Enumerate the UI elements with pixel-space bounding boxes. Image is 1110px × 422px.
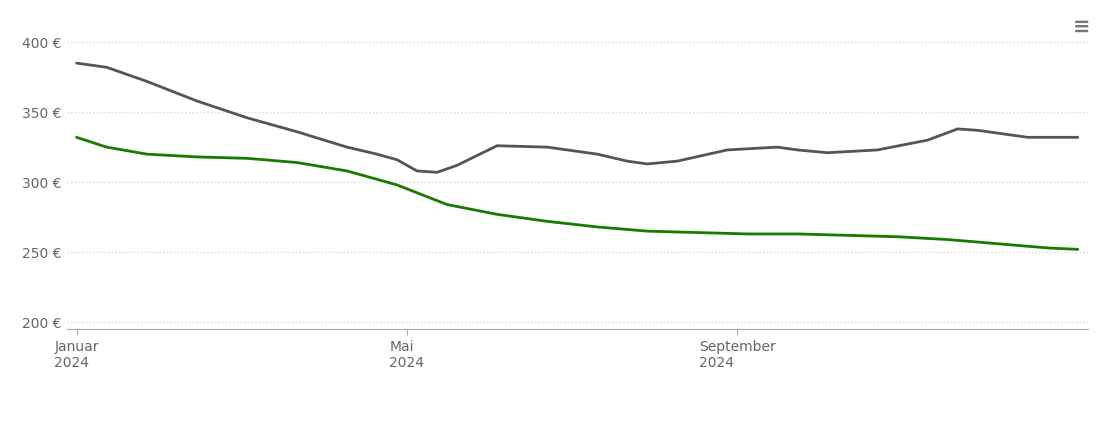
Text: ≡: ≡ [1072,17,1090,37]
